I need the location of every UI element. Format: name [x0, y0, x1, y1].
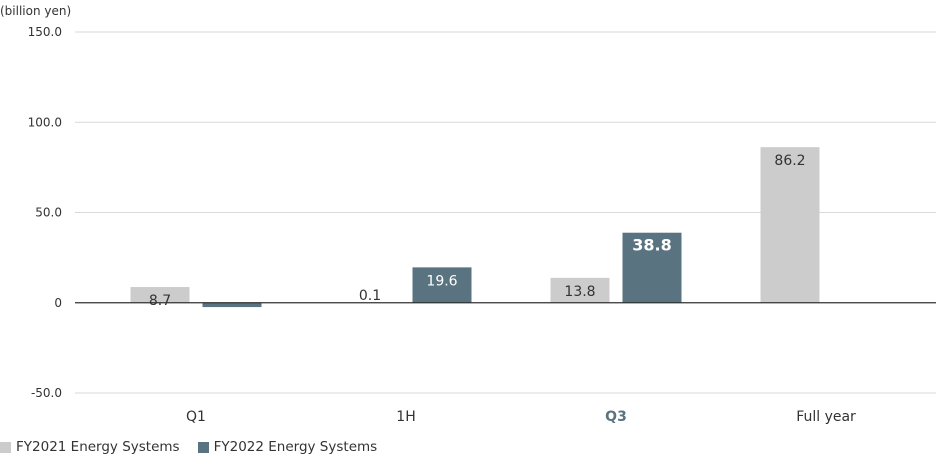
y-tick-label: 100.0	[28, 115, 62, 129]
bar-value-label: 86.2	[774, 153, 805, 169]
bar-value-label: 13.8	[564, 284, 595, 300]
y-tick-label: 50.0	[35, 206, 62, 220]
bar-fy2022-2	[622, 232, 682, 303]
legend-swatch-fy2022	[197, 441, 209, 453]
bar-fy2022-1	[412, 267, 472, 303]
legend-item-fy2022: FY2022 Energy Systems	[197, 439, 378, 455]
y-axis-unit-label: (billion yen)	[0, 4, 71, 18]
x-category-label: Q1	[186, 409, 206, 425]
legend: FY2021 Energy Systems FY2022 Energy Syst…	[0, 438, 395, 456]
bar-fy2021-2	[550, 277, 610, 303]
bars-group	[130, 147, 820, 308]
legend-item-fy2021: FY2021 Energy Systems	[0, 439, 180, 455]
bar-fy2021-3	[760, 147, 820, 303]
gridlines	[75, 31, 936, 394]
bar-value-label: 0.1	[359, 288, 381, 304]
y-axis-ticks: 150.0 100.0 50.0 0 -50.0	[28, 25, 62, 400]
x-category-label: Full year	[796, 409, 856, 425]
bar-fy2021-0	[130, 287, 190, 303]
legend-label-fy2021: FY2021 Energy Systems	[16, 439, 180, 455]
x-category-label: Q3	[605, 409, 627, 425]
y-tick-label: 150.0	[28, 25, 62, 39]
bar-fy2022-0	[202, 302, 262, 308]
bar-chart: (billion yen) 150.0 100.0 50.0 0 -50.0 8.7 0.…	[0, 4, 936, 425]
y-tick-label: -50.0	[31, 386, 62, 400]
x-category-label: 1H	[396, 409, 415, 425]
bar-value-label: 8.7	[149, 293, 171, 309]
bar-value-label: 38.8	[632, 236, 671, 255]
bar-value-labels: 8.7 0.1 13.8 86.2 -2.4 19.6 38.8	[149, 153, 806, 324]
y-tick-label: 0	[54, 296, 62, 310]
bar-value-label: -2.4	[218, 308, 245, 324]
bar-value-label: 19.6	[426, 273, 457, 289]
x-axis-category-labels: Q1 1H Q3 Full year	[186, 409, 856, 425]
legend-label-fy2022: FY2022 Energy Systems	[213, 439, 378, 455]
legend-swatch-fy2021	[0, 441, 11, 453]
